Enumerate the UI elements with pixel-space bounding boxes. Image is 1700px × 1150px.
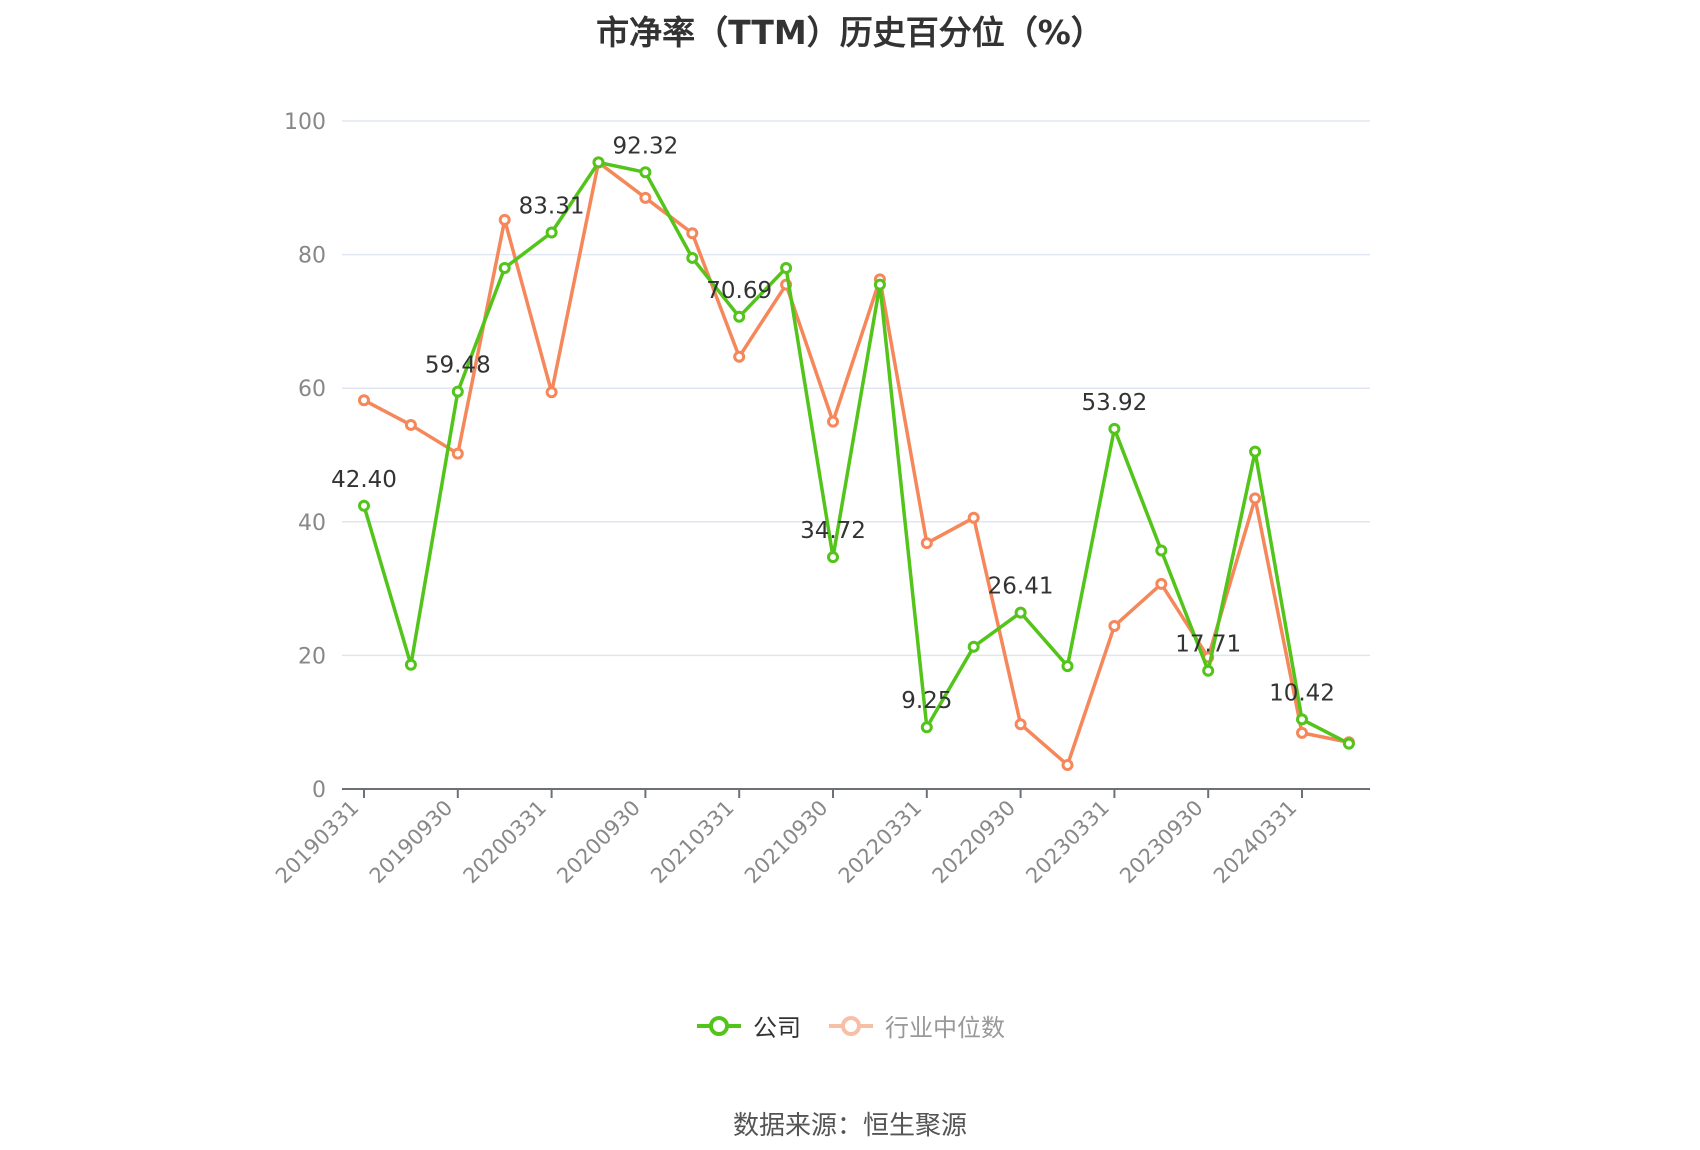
data-label: 53.92 (1081, 390, 1147, 416)
data-point-company (404, 658, 417, 671)
legend: 公司 行业中位数 (0, 1008, 1700, 1043)
data-point-industry-median (1108, 620, 1121, 633)
legend-label-industry-median: 行业中位数 (885, 1014, 1005, 1042)
data-point-industry-median (1155, 577, 1168, 590)
source-note: 数据来源：恒生聚源 (732, 1111, 967, 1141)
data-point-industry-median (404, 418, 417, 431)
y-tick-label: 40 (298, 511, 326, 536)
series-line-company (362, 160, 1350, 746)
data-point-company (545, 226, 558, 239)
data-label: 9.25 (901, 688, 952, 714)
data-point-company (827, 551, 839, 564)
legend-swatch-industry-median (829, 1015, 873, 1036)
legend-swatch-company (697, 1015, 741, 1036)
data-point-company (1342, 737, 1355, 750)
x-tick-label: 20230930 (1115, 796, 1208, 889)
series-lines (358, 156, 1355, 771)
data-point-company (1108, 422, 1121, 435)
data-point-industry-median (451, 447, 464, 460)
data-point-industry-median (498, 213, 511, 226)
data-point-industry-median (967, 511, 980, 524)
data-point-industry-median (733, 350, 746, 363)
series-line-industry-median (363, 160, 1350, 767)
data-point-industry-median (639, 191, 652, 204)
axes: 0 20 40 60 80 100 20190331 20190930 20200331 2020… (271, 110, 1370, 888)
data-point-company (1249, 445, 1262, 458)
data-point-company (1061, 660, 1074, 673)
data-label: 92.32 (612, 133, 678, 159)
data-point-industry-median (1014, 718, 1027, 731)
data-point-industry-median (1249, 492, 1262, 505)
data-point-industry-median (827, 415, 839, 428)
data-point-company (686, 251, 699, 264)
x-tick-label: 20220331 (834, 796, 927, 889)
x-tick-label: 20210331 (646, 796, 739, 889)
data-point-company (967, 640, 980, 653)
data-label: 17.71 (1175, 632, 1241, 658)
data-point-industry-median (358, 394, 370, 407)
data-point-industry-median (686, 227, 699, 240)
data-point-company (498, 261, 511, 274)
data-label: 59.48 (425, 353, 491, 379)
x-tick-label: 20230331 (1021, 796, 1114, 889)
x-tick-label: 20240331 (1209, 796, 1302, 889)
data-point-company (639, 166, 652, 179)
data-point-company (451, 385, 464, 398)
x-tick-label: 20190930 (365, 796, 458, 889)
data-point-industry-median (920, 537, 933, 550)
x-tick-label: 20200331 (459, 796, 552, 889)
data-label: 26.41 (988, 574, 1054, 600)
data-point-company (780, 261, 793, 274)
data-label: 10.42 (1269, 680, 1335, 706)
chart-title: 市净率（TTM）历史百分位（%） (596, 13, 1104, 52)
data-point-industry-median (1296, 726, 1308, 739)
x-tick-label: 20200930 (552, 796, 645, 889)
legend-item-company[interactable]: 公司 (695, 1008, 801, 1043)
legend-item-industry-median[interactable]: 行业中位数 (827, 1008, 1005, 1043)
y-tick-label: 0 (312, 778, 326, 803)
data-point-company (1155, 544, 1168, 557)
data-point-company (1296, 713, 1308, 726)
y-tick-label: 60 (298, 377, 326, 402)
data-label: 83.31 (519, 193, 585, 219)
data-point-company (920, 721, 933, 734)
data-point-company (358, 499, 370, 512)
legend-label-company: 公司 (753, 1014, 801, 1042)
grid-lines (342, 120, 1370, 657)
x-tick-label: 20210930 (740, 796, 833, 889)
data-point-industry-median (545, 386, 558, 399)
data-label: 70.69 (706, 278, 772, 304)
data-point-company (592, 156, 605, 169)
data-point-company (733, 310, 746, 323)
data-label: 34.72 (800, 518, 866, 544)
x-tick-label: 20220930 (928, 796, 1021, 889)
y-tick-label: 20 (298, 644, 326, 669)
data-point-company (1202, 664, 1215, 677)
data-label: 42.40 (331, 467, 397, 493)
data-point-company (1014, 606, 1027, 619)
x-tick-label: 20190331 (271, 796, 364, 889)
y-tick-label: 100 (284, 110, 326, 135)
data-point-company (873, 278, 886, 291)
data-point-industry-median (1061, 758, 1074, 771)
y-tick-label: 80 (298, 244, 326, 269)
data-labels: 42.40 59.48 83.31 92.32 70.69 34.72 9.25 26.41 5… (331, 133, 1335, 714)
